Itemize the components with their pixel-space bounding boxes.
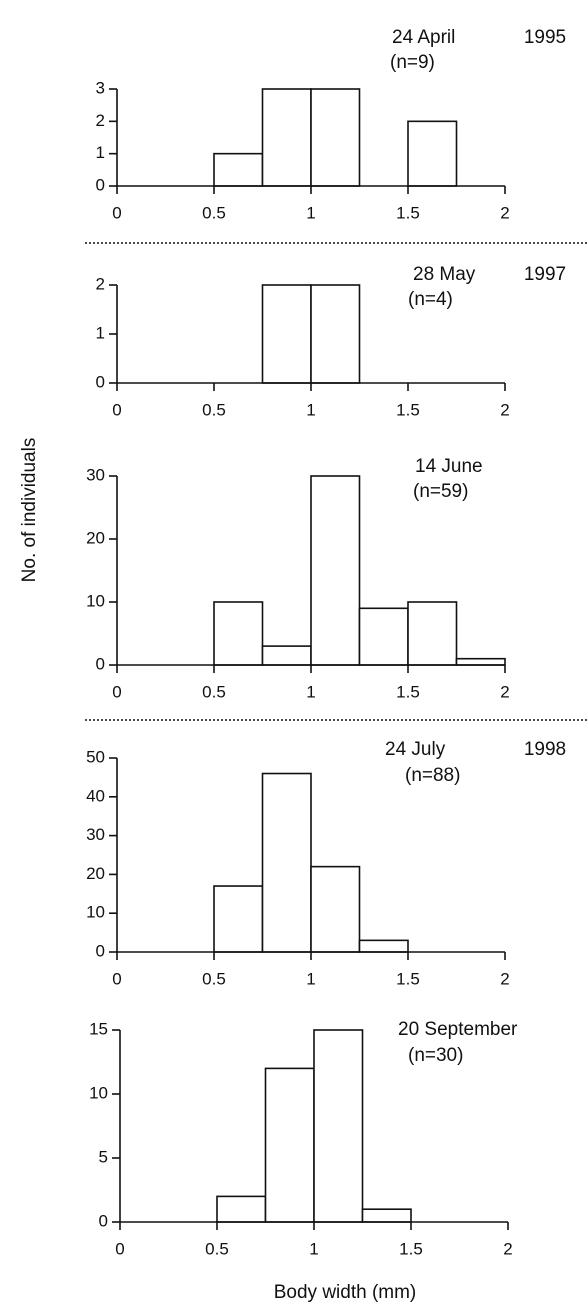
y-tick-label: 30: [86, 465, 105, 484]
year-label: 1998: [524, 739, 566, 760]
y-tick-label: 30: [86, 825, 105, 844]
panel-subtitle: (n=88): [405, 765, 460, 786]
y-tick-label: 0: [96, 372, 105, 391]
panel-subtitle: (n=9): [390, 52, 435, 73]
bar: [310, 88, 361, 187]
y-tick-label: 10: [86, 903, 105, 922]
x-tick-label: 1: [306, 203, 315, 222]
bar: [310, 865, 361, 953]
x-tick-label: 1: [306, 400, 315, 419]
bar: [455, 657, 506, 666]
x-tick-label: 0.5: [205, 1239, 229, 1258]
panel-subtitle: (n=59): [413, 481, 468, 502]
x-tick-label: 2: [503, 1239, 512, 1258]
y-tick-label: 50: [86, 747, 105, 766]
bar: [213, 152, 264, 187]
x-tick-label: 2: [500, 400, 509, 419]
x-tick-label: 1.5: [396, 682, 420, 701]
x-tick-label: 1.5: [399, 1239, 423, 1258]
x-tick-label: 1: [309, 1239, 318, 1258]
y-tick-label: 2: [96, 274, 105, 293]
bar: [213, 601, 264, 666]
bar: [313, 1029, 364, 1223]
panel-subtitle: (n=4): [408, 289, 453, 310]
x-tick-label: 1.5: [396, 400, 420, 419]
bar: [261, 772, 312, 953]
bar: [358, 939, 409, 953]
bar: [213, 885, 264, 953]
x-tick-label: 0: [115, 1239, 124, 1258]
panel-title: 24 July: [385, 739, 446, 760]
year-label: 1997: [524, 264, 566, 285]
x-tick-label: 0: [112, 682, 121, 701]
x-axis-label: Body width (mm): [274, 1282, 417, 1303]
panel-title: 28 May: [413, 264, 476, 285]
x-tick-label: 0.5: [202, 203, 226, 222]
bar: [261, 284, 312, 384]
y-axis-label: No. of individuals: [19, 438, 40, 583]
y-tick-label: 20: [86, 864, 105, 883]
y-tick-label: 3: [96, 78, 105, 97]
y-tick-label: 40: [86, 786, 105, 805]
y-tick-label: 1: [96, 143, 105, 162]
y-tick-label: 15: [89, 1019, 108, 1038]
panel-subtitle: (n=30): [408, 1045, 463, 1066]
bar: [216, 1195, 267, 1223]
bar: [407, 120, 458, 187]
y-tick-label: 10: [86, 591, 105, 610]
bar: [261, 645, 312, 666]
y-tick-label: 0: [96, 175, 105, 194]
x-tick-label: 2: [500, 203, 509, 222]
panel-title: 24 April: [392, 27, 455, 48]
y-tick-label: 10: [89, 1083, 108, 1102]
bar: [407, 601, 458, 666]
y-tick-label: 0: [99, 1211, 108, 1230]
x-tick-label: 1.5: [396, 969, 420, 988]
y-tick-label: 0: [96, 654, 105, 673]
year-label: 1995: [524, 27, 566, 48]
x-tick-label: 0.5: [202, 682, 226, 701]
x-tick-label: 0: [112, 969, 121, 988]
y-tick-label: 5: [99, 1147, 108, 1166]
y-tick-label: 0: [96, 941, 105, 960]
x-tick-label: 0.5: [202, 969, 226, 988]
panel-title: 14 June: [415, 456, 483, 477]
x-tick-label: 0.5: [202, 400, 226, 419]
bar: [361, 1208, 412, 1223]
y-tick-label: 20: [86, 528, 105, 547]
bar: [261, 88, 312, 187]
x-tick-label: 1: [306, 682, 315, 701]
x-tick-label: 1: [306, 969, 315, 988]
x-tick-label: 2: [500, 969, 509, 988]
bar: [310, 475, 361, 666]
y-tick-label: 1: [96, 323, 105, 342]
bar: [358, 607, 409, 666]
x-tick-label: 0: [112, 400, 121, 419]
x-tick-label: 2: [500, 682, 509, 701]
x-tick-label: 1.5: [396, 203, 420, 222]
bar: [264, 1067, 315, 1223]
bar: [310, 284, 361, 384]
x-tick-label: 0: [112, 203, 121, 222]
y-tick-label: 2: [96, 111, 105, 130]
panel-title: 20 September: [398, 1019, 518, 1040]
